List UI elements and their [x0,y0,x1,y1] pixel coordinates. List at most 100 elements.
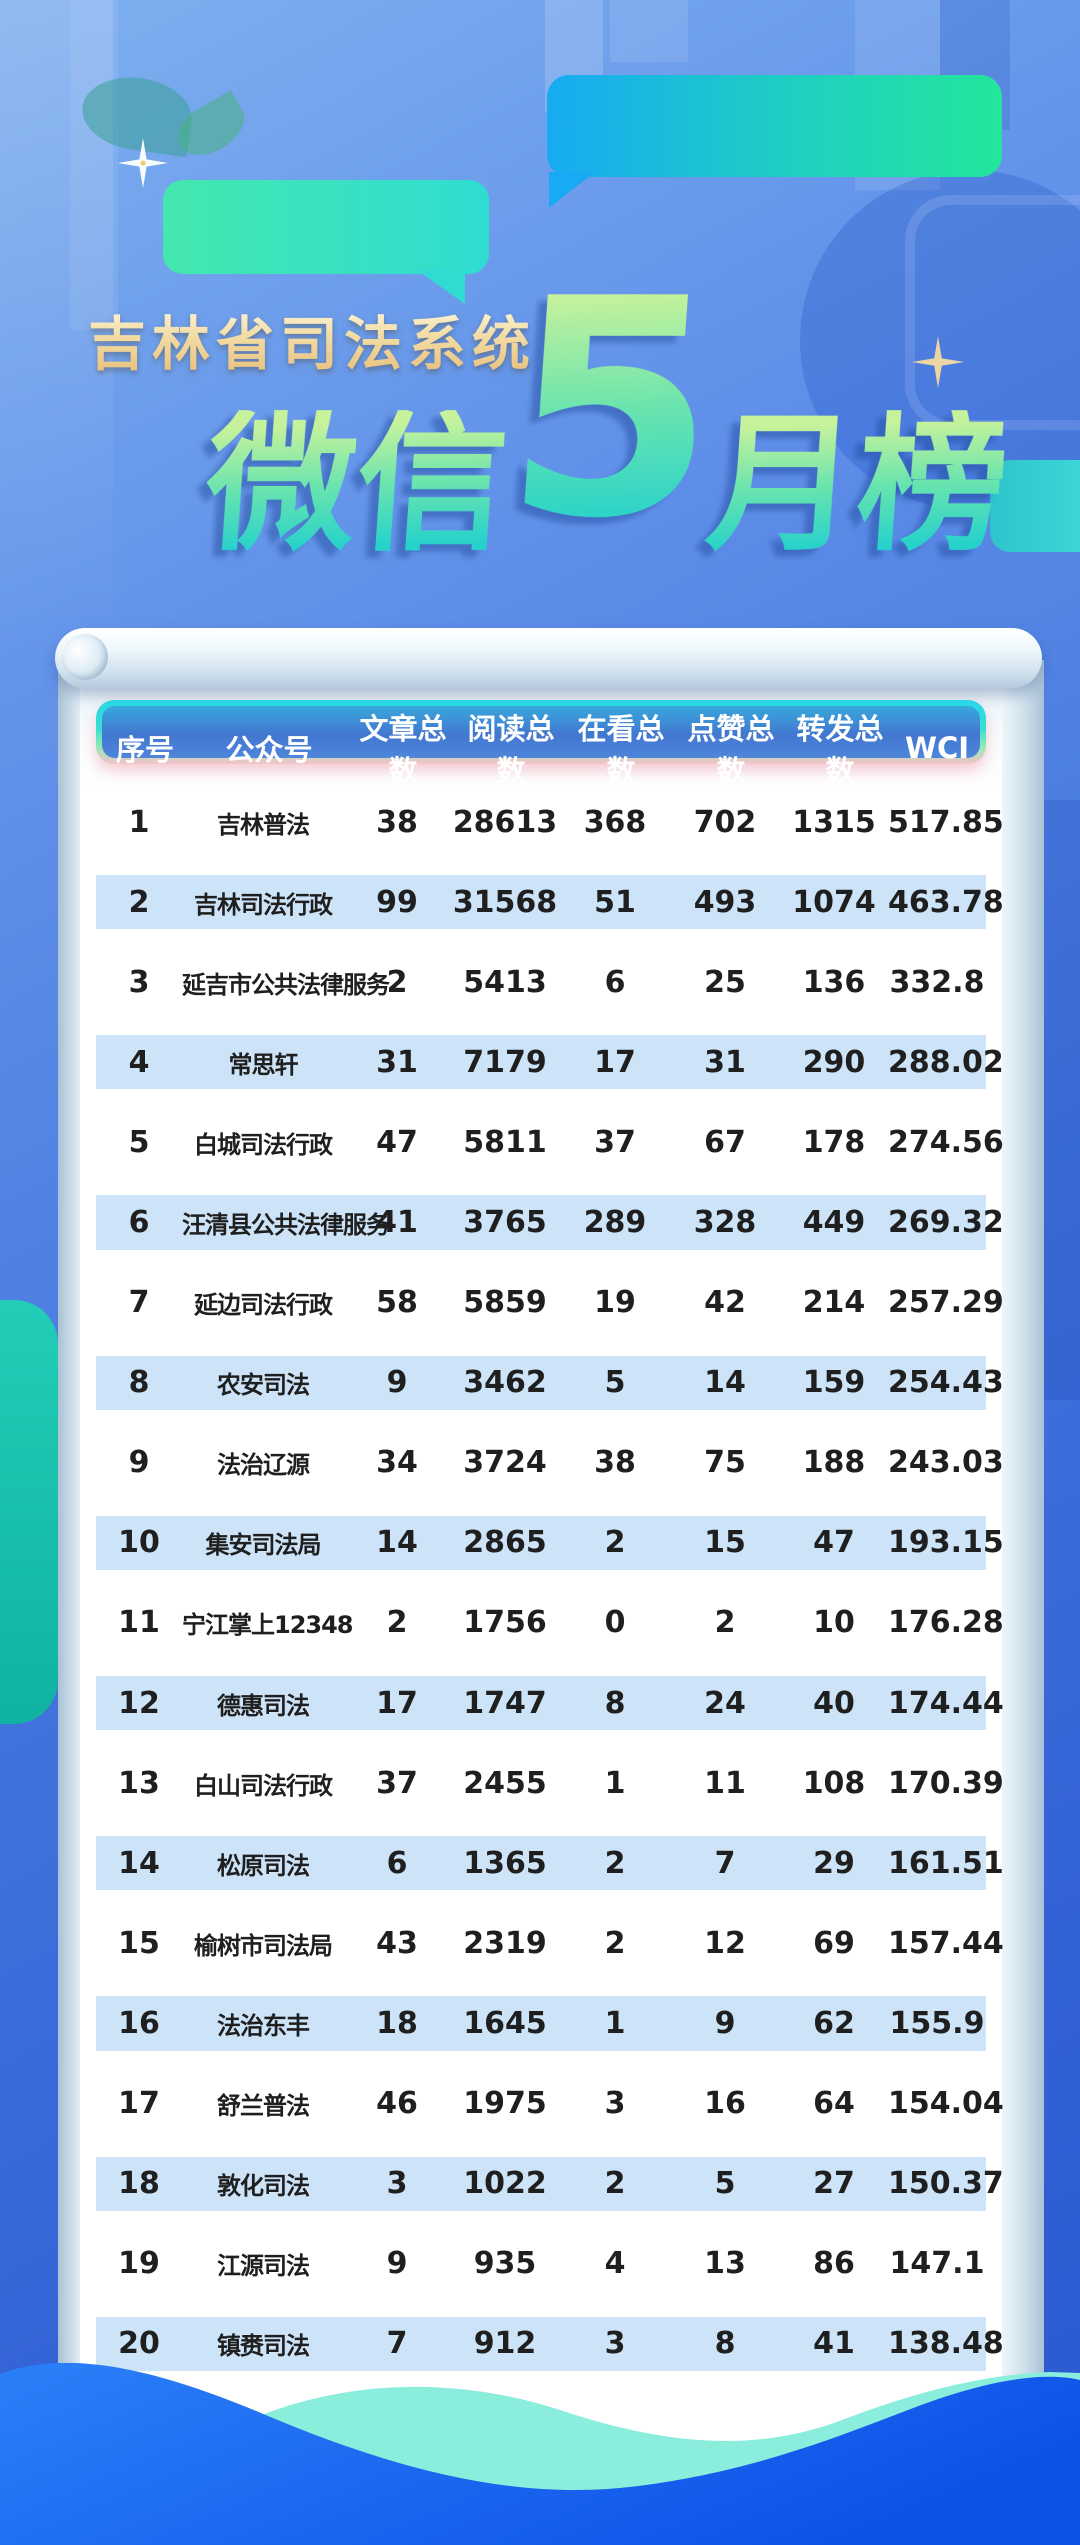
table-row: 12 德惠司法 17 1747 8 24 40 174.44 [96,1663,1004,1743]
column-header: 在看总数 [577,712,665,788]
shares-cell: 29 [813,1845,855,1881]
inview-cell: 2 [604,1925,626,1961]
rank-cell: 15 [118,1925,160,1961]
wci-cell: 176.28 [888,1605,1004,1641]
account-name-cell: 榆树市司法局 [194,1931,333,1960]
articles-cell: 9 [386,1365,408,1401]
wci-cell: 463.78 [888,884,1004,920]
table-row: 10 集安司法局 14 2865 2 15 47 193.15 [96,1503,1004,1583]
shares-cell: 449 [802,1205,866,1241]
rank-cell: 16 [118,2005,160,2041]
rank-cell: 18 [118,2166,160,2202]
rank-cell: 7 [128,1285,150,1321]
speech-bubble [163,180,489,274]
reads-cell: 3765 [463,1205,547,1241]
account-name-cell: 敦化司法 [217,2172,310,2201]
shares-cell: 86 [813,2246,855,2282]
shares-cell: 159 [802,1365,866,1401]
wci-cell: 332.8 [889,964,985,1000]
inview-cell: 38 [594,1445,636,1481]
account-name-cell: 法治东丰 [217,2011,310,2040]
rank-cell: 2 [128,884,150,920]
table-row: 4 常思轩 31 7179 17 31 290 288.02 [96,1022,1004,1102]
table-row: 7 延边司法行政 58 5859 19 42 214 257.29 [96,1263,1004,1343]
rank-cell: 5 [128,1124,150,1160]
wci-cell: 517.85 [888,804,1004,840]
scroll-side-edge [1000,660,1044,2520]
title-ranking: 月榜 [701,398,1014,572]
table-row: 8 农安司法 9 3462 5 14 159 254.43 [96,1343,1004,1423]
sparkle-icon [118,138,168,188]
scroll-roll-cap [62,634,108,680]
likes-cell: 13 [704,2246,746,2282]
blue-wave [0,2362,1080,2545]
column-header: 公众号 [225,733,313,767]
scroll-paper [80,668,1002,2545]
wci-cell: 147.1 [889,2246,985,2282]
inview-cell: 3 [604,2086,626,2122]
inview-cell: 4 [604,2246,626,2282]
background-bar [70,0,118,330]
table-row: 16 法治东丰 18 1645 1 9 62 155.9 [96,1983,986,2063]
table-row: 2 吉林司法行政 99 31568 51 493 1074 463.78 [96,862,1004,942]
account-name-cell: 汪清县公共法律服务 [182,1211,390,1240]
reads-cell: 2455 [463,1765,547,1801]
table-row: 13 白山司法行政 37 2455 1 11 108 170.39 [96,1743,1004,1823]
account-name-cell: 舒兰普法 [217,2092,310,2121]
wci-cell: 150.37 [888,2166,1004,2202]
shares-cell: 214 [802,1285,866,1321]
rank-cell: 1 [128,804,150,840]
wci-cell: 138.48 [888,2326,1004,2362]
articles-cell: 2 [386,1605,408,1641]
reads-cell: 912 [473,2326,537,2362]
shares-cell: 47 [813,1525,855,1561]
account-name-cell: 常思轩 [228,1050,299,1079]
articles-cell: 34 [376,1445,418,1481]
table-row: 1 吉林普法 38 28613 368 702 1315 517.85 [96,782,1004,862]
table-row: 9 法治辽源 34 3724 38 75 188 243.03 [96,1423,1004,1503]
inview-cell: 3 [604,2326,626,2362]
rank-cell: 4 [128,1044,150,1080]
rank-cell: 3 [128,964,150,1000]
wci-cell: 174.44 [888,1685,1004,1721]
teal-accent-blob [0,1300,58,1724]
likes-cell: 15 [704,1525,746,1561]
reads-cell: 28613 [452,804,558,840]
table-row: 14 松原司法 6 1365 2 7 29 161.51 [96,1823,1004,1903]
shares-cell: 108 [802,1765,866,1801]
reads-cell: 5811 [463,1124,547,1160]
likes-cell: 25 [704,964,746,1000]
reads-cell: 31568 [452,884,558,920]
reads-cell: 7179 [463,1044,547,1080]
account-name-cell: 集安司法局 [205,1531,322,1560]
inview-cell: 289 [583,1205,647,1241]
sparkle-icon [912,336,964,388]
column-header: 序号 [115,733,174,767]
account-name-cell: 延边司法行政 [194,1291,333,1320]
reads-cell: 1022 [463,2166,547,2202]
account-name-cell: 吉林普法 [217,810,310,839]
inview-cell: 1 [604,2005,626,2041]
table-row: 18 敦化司法 3 1022 2 5 27 150.37 [96,2144,1004,2224]
rank-cell: 6 [128,1205,150,1241]
rank-cell: 19 [118,2246,160,2282]
account-name-cell: 德惠司法 [217,1691,310,1720]
rank-cell: 13 [118,1765,160,1801]
articles-cell: 31 [376,1044,418,1080]
table-header: 序号 公众号 文章总数 阅读总数 在看总数 点赞总数 转发总数 WCI [96,700,986,788]
inview-cell: 5 [604,1365,626,1401]
articles-cell: 2 [386,964,408,1000]
account-name-cell: 农安司法 [217,1371,310,1400]
inview-cell: 8 [604,1685,626,1721]
likes-cell: 16 [704,2086,746,2122]
rank-cell: 20 [118,2326,160,2362]
table-row: 5 白城司法行政 47 5811 37 67 178 274.56 [96,1102,1004,1182]
wci-cell: 154.04 [888,2086,1004,2122]
reads-cell: 1365 [463,1845,547,1881]
title-wechat: 微信 [200,398,513,572]
account-name-cell: 延吉市公共法律服务 [182,970,390,999]
wci-cell: 288.02 [888,1044,1004,1080]
reads-cell: 2865 [463,1525,547,1561]
inview-cell: 2 [604,2166,626,2202]
